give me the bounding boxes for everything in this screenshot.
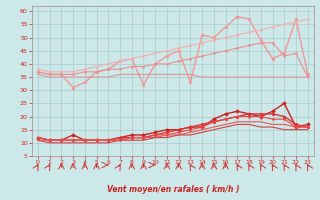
X-axis label: Vent moyen/en rafales ( km/h ): Vent moyen/en rafales ( km/h )	[107, 185, 239, 194]
